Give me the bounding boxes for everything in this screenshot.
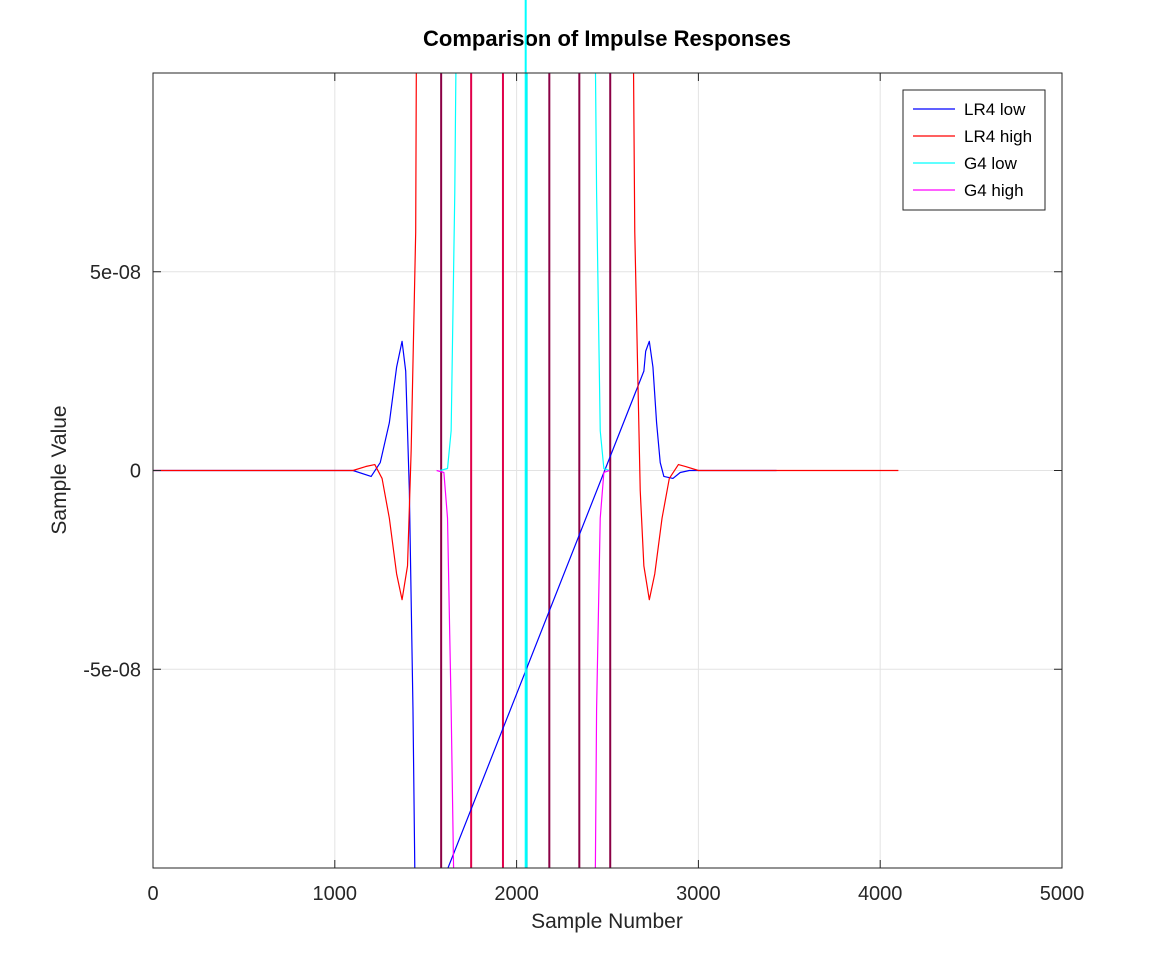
- x-tick-label-3: 3000: [676, 883, 721, 905]
- x-tick-label-2: 2000: [494, 883, 539, 905]
- data-layer: [153, 73, 899, 868]
- x-tick-label-0: 0: [147, 883, 158, 905]
- series-line-g4-high: [436, 469, 610, 868]
- series-line-lr4-high: [153, 73, 899, 601]
- x-tick-label-1: 1000: [313, 883, 358, 905]
- plot-area: 0 1000 2000 3000 4000 5000 -5e-08 0 5e-08 LR4 low…: [83, 0, 1085, 905]
- legend-label-0: LR4 low: [964, 100, 1026, 119]
- y-tick-label-1: 0: [130, 461, 141, 483]
- x-tick-label-5: 5000: [1040, 883, 1085, 905]
- x-tick-label-4: 4000: [858, 883, 903, 905]
- chart-title: Comparison of Impulse Responses: [423, 26, 791, 51]
- legend-label-2: G4 low: [964, 154, 1018, 173]
- legend-label-1: LR4 high: [964, 127, 1032, 146]
- legend-label-3: G4 high: [964, 181, 1024, 200]
- y-tick-label-0: -5e-08: [83, 659, 141, 681]
- y-axis-label: Sample Value: [48, 405, 71, 534]
- legend: LR4 low LR4 high G4 low G4 high: [902, 89, 1046, 211]
- series-line-lr4-low: [153, 340, 777, 868]
- y-tick-label-2: 5e-08: [90, 262, 141, 284]
- x-axis-label: Sample Number: [531, 910, 683, 933]
- series-line-g4-low: [440, 73, 610, 472]
